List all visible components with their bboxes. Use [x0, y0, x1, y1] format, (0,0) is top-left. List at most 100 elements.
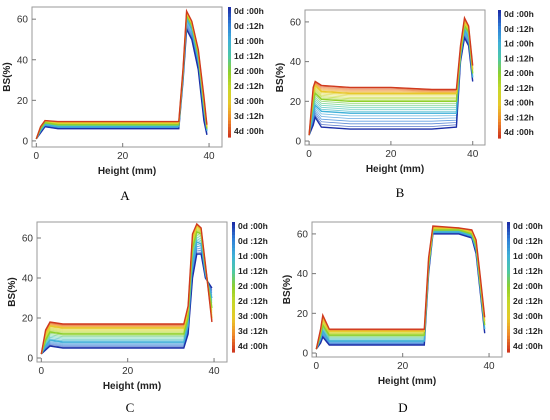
legend-colorbar-segment [507, 270, 510, 275]
legend-label: 1d :12h [234, 51, 264, 61]
legend-label: 0d :12h [513, 236, 543, 246]
legend-colorbar-segment [232, 270, 235, 275]
y-tick-label: 40 [290, 57, 302, 68]
legend-label: 3d :12h [238, 326, 268, 336]
legend-colorbar-segment [498, 22, 501, 27]
legend-colorbar-segment [228, 75, 231, 80]
legend-label: 3d :00h [504, 98, 534, 108]
series-line-1d-00h [40, 240, 213, 355]
x-tick-label: 0 [314, 361, 320, 372]
interpolated-line [308, 33, 474, 136]
x-tick-label: 40 [467, 149, 479, 160]
legend-colorbar-segment [228, 52, 231, 57]
interpolated-line [308, 32, 474, 136]
legend-colorbar-segment [228, 117, 231, 122]
legend-colorbar-segment [232, 322, 235, 327]
legend-label: 4d :00h [513, 341, 543, 351]
series-line-3d-00h [308, 20, 474, 136]
legend-colorbar-segment [498, 38, 501, 43]
legend-colorbar-segment [228, 124, 231, 128]
legend-colorbar-segment [228, 16, 231, 21]
legend-colorbar-segment [228, 133, 231, 138]
legend-colorbar-segment [507, 316, 510, 321]
legend-colorbar-segment [232, 283, 235, 288]
legend-colorbar-segment [232, 316, 235, 321]
y-axis-title: BS(%) [2, 62, 13, 91]
legend-colorbar-segment [498, 134, 501, 139]
legend-label: 2d :00h [513, 281, 543, 291]
legend-colorbar-segment [228, 72, 231, 76]
legend-colorbar-segment [228, 91, 231, 96]
legend-label: 3d :12h [504, 112, 534, 122]
x-tick-label: 40 [203, 151, 215, 162]
legend-colorbar-segment [232, 335, 235, 340]
legend-colorbar-segment [498, 86, 501, 91]
legend-colorbar-segment [507, 329, 510, 334]
legend-colorbar-segment [232, 274, 235, 278]
legend-colorbar-segment [507, 257, 510, 262]
legend-colorbar-segment [507, 225, 510, 230]
legend-colorbar-segment [498, 106, 501, 110]
panel-label: B [396, 185, 405, 200]
legend-colorbar-segment [498, 93, 501, 97]
legend-colorbar-segment [507, 313, 510, 317]
legend-label: 0d :00h [504, 9, 534, 19]
legend-colorbar-segment [232, 254, 235, 259]
legend-label: 1d :00h [513, 251, 543, 261]
legend-colorbar-segment [498, 54, 501, 59]
y-tick-label: 20 [22, 314, 34, 325]
legend-colorbar-segment [498, 42, 501, 46]
y-tick-label: 20 [17, 96, 29, 107]
legend-colorbar-segment [228, 23, 231, 28]
legend-colorbar-segment [498, 58, 501, 62]
legend-colorbar-segment [228, 68, 231, 73]
x-tick-label: 40 [208, 366, 220, 377]
legend-colorbar-segment [232, 238, 235, 243]
legend-colorbar-segment [498, 32, 501, 37]
legend-colorbar-segment [232, 257, 235, 262]
legend-colorbar-segment [232, 319, 235, 324]
chart-panel-a: 0 20 40 60 0 20 40 Height (mm) BS(%) 0d :00h 0d :1… [2, 6, 264, 203]
legend-colorbar-segment [228, 39, 231, 44]
legend-colorbar-segment [498, 70, 501, 75]
y-tick-label: 0 [27, 354, 33, 365]
panel-label: C [126, 400, 135, 415]
legend-colorbar-segment [228, 13, 231, 18]
series-line-0d-00h [40, 253, 213, 355]
legend-label: 0d :12h [504, 24, 534, 34]
interpolated-line [308, 26, 474, 136]
legend-colorbar-segment [507, 296, 510, 301]
legend-colorbar-segment [232, 222, 235, 226]
legend-colorbar-segment [507, 300, 510, 304]
legend-label: 1d :00h [238, 251, 268, 261]
legend-label: 2d :00h [238, 281, 268, 291]
legend-colorbar-segment [228, 127, 231, 132]
legend-colorbar-segment [507, 326, 510, 330]
legend-colorbar-segment [507, 280, 510, 285]
legend-colorbar-segment [232, 345, 235, 350]
legend-colorbar-segment [232, 287, 235, 291]
legend-colorbar-segment [498, 99, 501, 104]
chart-panel-c: 0 20 40 60 0 20 40 Height (mm) BS(%) 0d :00h 0d :1… [7, 221, 268, 415]
legend-colorbar-segment [228, 26, 231, 31]
y-tick-label: 0 [302, 349, 308, 360]
chart-panel-b: 0 20 40 60 0 20 40 Height (mm) BS(%) 0d :00h 0d :1… [275, 9, 534, 200]
x-tick-label: 20 [117, 151, 129, 162]
legend-colorbar-segment [232, 348, 235, 353]
legend-colorbar-segment [498, 122, 501, 126]
legend-colorbar-segment [507, 228, 510, 233]
legend-colorbar-segment [232, 251, 235, 256]
legend-colorbar-segment [232, 290, 235, 295]
legend-colorbar-segment [507, 322, 510, 327]
legend-colorbar-segment [228, 46, 231, 50]
legend-colorbar-segment [507, 319, 510, 324]
legend-colorbar-segment [228, 20, 231, 24]
legend-label: 0d :12h [234, 21, 264, 31]
legend-colorbar-segment [498, 96, 501, 101]
legend-label: 3d :00h [513, 311, 543, 321]
series-line-4d-00h [40, 222, 213, 355]
legend-colorbar-segment [507, 248, 510, 252]
legend-colorbar-segment [232, 228, 235, 233]
legend-colorbar-segment [228, 10, 231, 15]
